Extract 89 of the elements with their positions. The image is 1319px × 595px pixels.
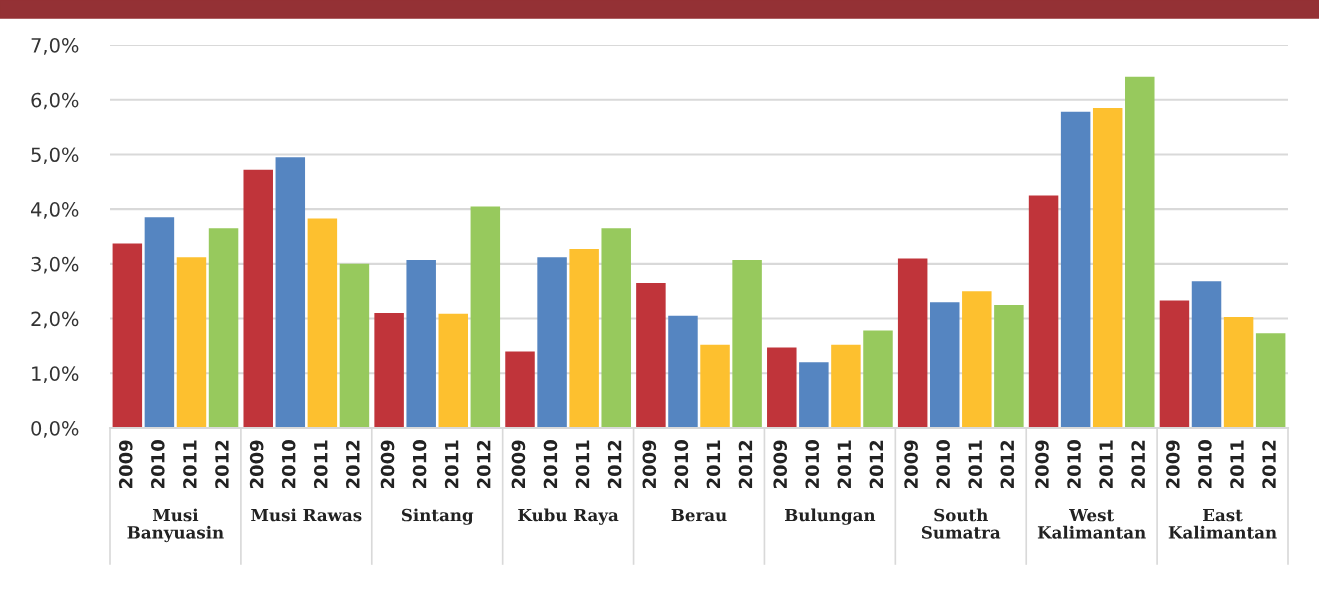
x-tick-label: West Kalimantan [1037,508,1146,539]
bar [601,228,631,428]
bar [994,304,1024,428]
text: 2012 [869,440,884,489]
text: 2012 [738,440,753,489]
x-tick-label: Kubu Raya [518,508,619,525]
text: 2010 [805,440,820,489]
bar [176,257,207,428]
text: 2011 [575,440,590,489]
bar [1060,111,1091,428]
bar [962,291,992,428]
bar [863,330,893,428]
text: 2009 [118,440,133,489]
bar [929,302,960,428]
x-tick-label: South Sumatra [921,508,1001,539]
y-tick-label: 5,0% [31,147,79,165]
text: 2010 [543,440,558,489]
text: 2011 [1099,440,1113,489]
text: 2012 [607,440,622,489]
bar [339,263,370,428]
text: 2009 [904,440,918,489]
bar [438,313,469,428]
x-tick-label: Musi Banyuasin [127,508,224,543]
bar [1191,281,1222,428]
bar [732,260,762,428]
bar [668,315,698,428]
bar [505,351,535,428]
bar [1159,300,1190,428]
bar [1092,107,1123,428]
bar [374,313,404,428]
text: 2011 [706,440,721,489]
bar [1255,333,1286,428]
text: 2012 [1000,440,1015,489]
y-tick-label: 4,0% [31,202,79,219]
text: 2010 [412,440,427,489]
text: 2010 [674,440,689,489]
x-tick-label: East Kalimantan [1168,508,1277,539]
text: 2012 [1262,440,1276,489]
y-tick-label: 2,0% [31,311,79,329]
bar [112,243,143,428]
text: 2009 [1035,440,1049,489]
bar [636,283,666,428]
y-tick-label: 7,0% [31,37,79,55]
bar [1223,316,1254,428]
text: 2009 [380,440,395,489]
text: 2012 [215,440,229,489]
text: 2010 [936,440,950,489]
text: 2011 [837,440,852,489]
y-tick-label: 1,0% [32,366,79,383]
bar [767,347,797,428]
bar [569,249,599,428]
bar [537,257,567,428]
bar [831,344,861,428]
text: 2009 [1166,440,1180,489]
bar [208,228,239,428]
text: 2009 [249,440,264,489]
text: 2011 [968,440,983,489]
bar [470,206,501,428]
x-tick-label: Sintang [401,508,474,525]
x-tick-label: Bulungan [785,508,876,525]
bar [897,258,928,428]
text: 2012 [1131,440,1146,489]
bar [799,362,829,428]
y-tick-label: 3,0% [31,256,79,274]
text: 2012 [346,440,360,489]
text: 2011 [313,440,328,489]
text: 2010 [1198,440,1212,489]
text: 2011 [183,440,197,489]
text: 2010 [281,440,296,489]
text: 2009 [511,440,526,489]
bar [275,157,306,428]
text: 2011 [1230,440,1244,489]
text: 2009 [642,440,657,489]
text: 2010 [150,440,165,489]
x-tick-label: Berau [671,508,727,522]
text: 2010 [1067,440,1081,489]
bar [1125,76,1155,428]
bar [406,260,436,428]
y-tick-label: 0,0% [31,420,79,438]
bar [700,344,730,428]
x-tick-label: Musi Rawas [251,508,362,522]
text: 2009 [773,440,788,489]
bar [1028,195,1059,428]
text: 2011 [444,440,459,489]
y-tick-label: 6,0% [31,92,79,110]
bar [307,218,338,428]
text: 2012 [476,440,491,489]
bar [243,169,273,428]
bar [144,217,175,428]
